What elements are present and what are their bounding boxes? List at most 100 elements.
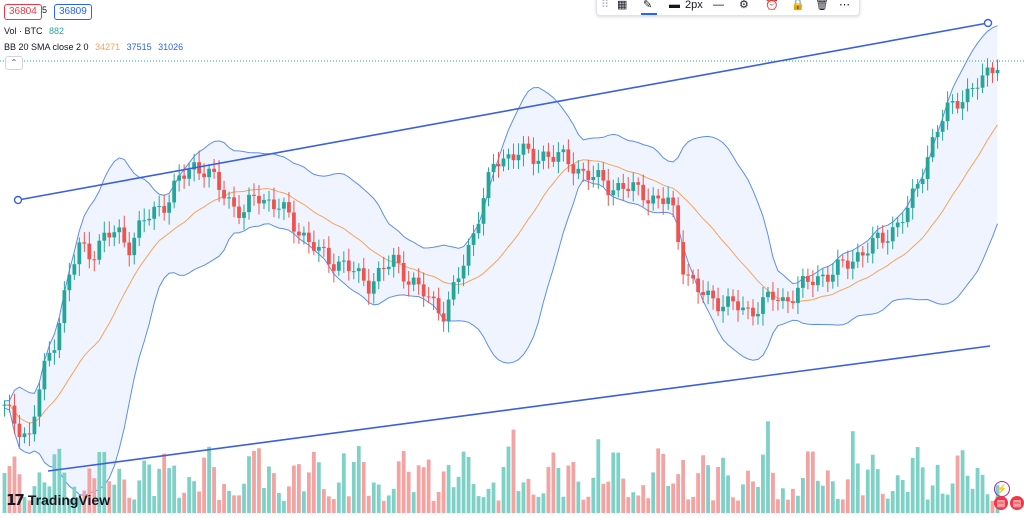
candle-body — [671, 197, 676, 206]
flag-icon-secondary[interactable]: ▤ — [1010, 496, 1024, 510]
candle-body — [406, 281, 411, 285]
candle-body — [227, 197, 231, 199]
candle-body — [975, 87, 980, 89]
volume-bar — [267, 466, 271, 513]
line-width-icon[interactable]: ▬ — [669, 0, 680, 11]
candle-body — [935, 131, 940, 138]
candle-body — [306, 232, 311, 243]
volume-bar — [341, 453, 346, 513]
volume-bar — [257, 448, 261, 513]
candle-body — [381, 267, 386, 270]
drag-handle-icon[interactable]: ⠿ — [601, 0, 610, 11]
candle-body — [900, 222, 905, 224]
candle-body — [691, 274, 696, 279]
template-icon[interactable]: ▦ — [617, 0, 628, 11]
candle-body — [217, 171, 221, 190]
candle-body — [142, 220, 147, 222]
volume-bar — [721, 457, 725, 513]
volume-bar — [925, 499, 930, 513]
candle-body — [970, 88, 975, 90]
volume-bar — [486, 488, 491, 513]
candle-body — [336, 261, 341, 271]
candle-body — [661, 198, 666, 204]
candle-body — [62, 290, 67, 324]
tradingview-logo[interactable]: 17 TradingView — [6, 491, 110, 509]
volume-bar — [361, 461, 366, 513]
candle-body — [346, 260, 351, 272]
candle-body — [641, 184, 646, 201]
volume-bar — [895, 475, 900, 513]
line-style-icon[interactable]: — — [713, 0, 724, 11]
bb-legend[interactable]: BB 20 SMA close 2 0 34271 37515 31026 — [4, 42, 187, 52]
volume-bar — [272, 473, 276, 513]
line-width-label[interactable]: 2px — [685, 0, 703, 11]
volume-bar — [561, 496, 566, 513]
more-icon[interactable]: ⋯ — [839, 0, 850, 11]
volume-bar — [411, 492, 416, 513]
volume-bar — [77, 497, 82, 513]
candle-body — [157, 206, 162, 208]
bid-price-box[interactable]: 36804 — [4, 4, 42, 20]
trend-line-upper[interactable] — [17, 22, 989, 201]
candle-body — [741, 307, 745, 311]
candle-body — [12, 405, 17, 424]
volume-bar — [302, 491, 306, 513]
candle-body — [192, 162, 197, 170]
candle-body — [586, 170, 591, 181]
candle-body — [287, 202, 291, 213]
candle-body — [531, 148, 536, 164]
volume-legend-label: Vol · BTC — [4, 26, 43, 36]
volume-bar — [825, 470, 830, 513]
trend-line-upper-handle-right[interactable] — [983, 18, 993, 28]
candle-body — [436, 298, 441, 314]
settings-icon[interactable]: ⚙ — [739, 0, 749, 11]
ask-price-box[interactable]: 36809 — [54, 4, 92, 20]
volume-bar — [157, 468, 162, 513]
volume-bar — [292, 465, 296, 513]
candle-body — [830, 274, 835, 282]
candle-body — [197, 162, 201, 174]
volume-bar — [351, 461, 356, 513]
volume-bar — [217, 499, 221, 513]
lock-icon[interactable]: 🔒 — [791, 0, 805, 11]
candle-body — [172, 180, 177, 203]
volume-bar — [496, 500, 501, 513]
volume-bar — [52, 454, 57, 513]
candle-body — [875, 232, 880, 239]
candle-body — [182, 175, 187, 179]
candle-body — [187, 169, 192, 179]
alert-add-icon[interactable]: ⏰ — [765, 0, 779, 11]
flag-icon[interactable]: ▤ — [994, 496, 1008, 510]
candle-body — [491, 163, 496, 173]
candle-body — [416, 277, 421, 285]
candle-body — [611, 190, 616, 196]
candle-body — [676, 205, 681, 242]
candle-body — [736, 301, 740, 311]
volume-bar — [167, 468, 172, 513]
candle-body — [247, 194, 251, 213]
trend-line-upper-handle-left[interactable] — [13, 195, 23, 205]
line-color-icon[interactable]: ✎ — [643, 0, 653, 11]
volume-bar — [885, 498, 890, 513]
candle-body — [990, 67, 995, 74]
volume-bar — [451, 487, 456, 513]
candle-body — [606, 180, 611, 196]
candle-body — [716, 298, 720, 312]
candle-body — [386, 266, 391, 270]
candle-body — [67, 274, 72, 291]
volume-bar — [47, 486, 52, 513]
volume-bar — [950, 483, 955, 513]
candle-body — [162, 206, 167, 213]
lightning-icon[interactable]: ⚡ — [994, 481, 1010, 497]
trash-icon[interactable]: 🗑 — [815, 0, 829, 11]
candle-body — [666, 197, 671, 204]
candle-body — [616, 182, 621, 191]
candle-body — [356, 268, 361, 272]
volume-bar — [581, 499, 586, 513]
volume-legend[interactable]: Vol · BTC 882 — [4, 26, 68, 36]
candle-body — [815, 276, 820, 286]
trend-line-lower[interactable] — [47, 345, 991, 472]
legend-collapse-button[interactable]: ⌃ — [5, 56, 23, 70]
